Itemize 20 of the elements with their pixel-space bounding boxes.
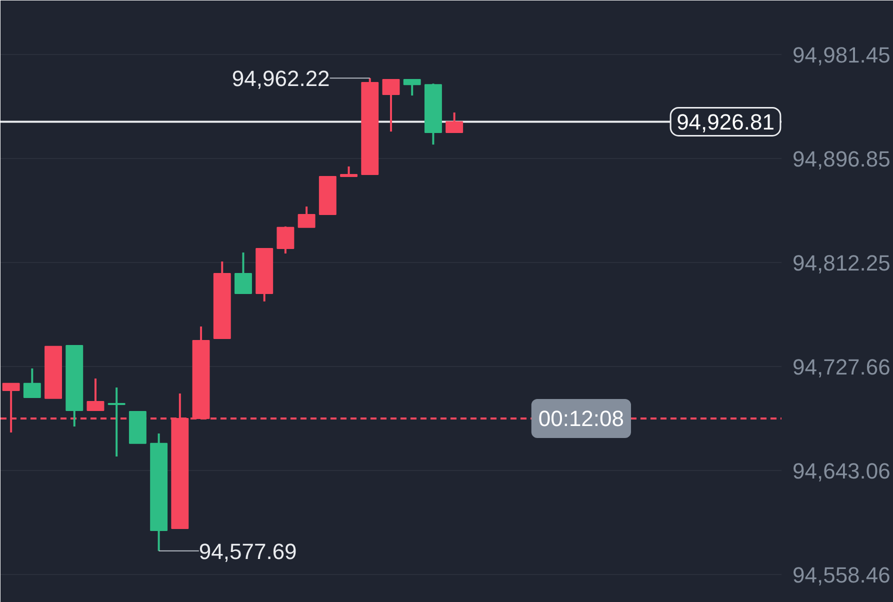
ref-line-label: 94,926.81 — [676, 110, 774, 135]
y-tick-label: 94,727.66 — [792, 354, 890, 380]
candlestick — [382, 78, 400, 133]
annotation: 94,577.69 — [198, 538, 297, 564]
candlestick — [234, 252, 252, 294]
y-tick-label: 94,981.45 — [792, 42, 890, 68]
y-tick-label: 94,558.46 — [792, 562, 890, 588]
annotation: 00:12:08 — [538, 406, 624, 431]
candlestick — [403, 78, 421, 97]
y-tick-label: 94,643.06 — [792, 458, 890, 484]
candlestick — [276, 225, 294, 254]
annotation: 94,962.22 — [232, 66, 330, 92]
candlestick — [340, 165, 358, 178]
y-tick-label: 94,896.85 — [792, 146, 890, 172]
y-tick-label: 94,812.25 — [792, 250, 890, 276]
candlestick — [446, 111, 464, 134]
candlestick — [23, 367, 41, 398]
candlestick — [298, 206, 316, 228]
candlestick — [86, 378, 104, 412]
candlestick — [108, 386, 126, 458]
